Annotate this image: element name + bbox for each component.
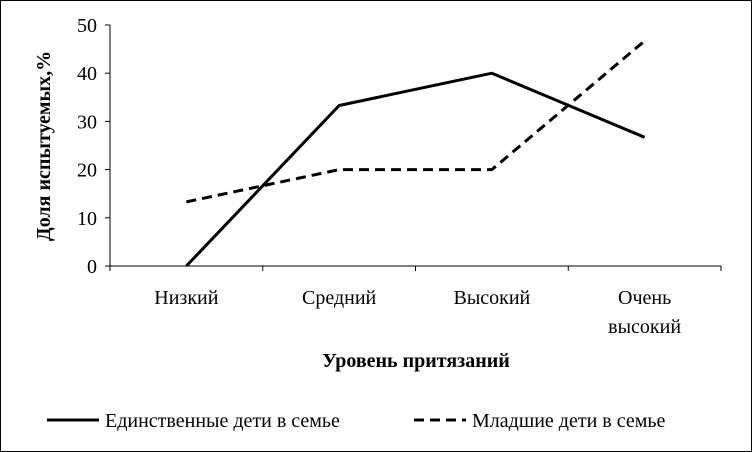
x-tick-label: Низкий (154, 287, 218, 309)
y-tick-label: 20 (77, 160, 97, 182)
y-tick-label: 0 (87, 256, 97, 278)
y-tick-label: 50 (77, 15, 97, 37)
series-line-2 (186, 39, 646, 204)
x-axis-title: Уровень притязаний (322, 350, 510, 372)
y-axis-title: Доля испытуемых,% (33, 51, 55, 241)
y-tick-label: 30 (77, 111, 97, 133)
y-tick-label: 10 (77, 208, 97, 230)
legend: Единственные дети в семье Младшие дети в… (47, 410, 666, 432)
legend-label-series-2: Младшие дети в семье (472, 410, 666, 432)
x-tick-label: Очень высокий (608, 287, 681, 338)
x-tick-label: Средний (302, 287, 377, 309)
series-lines (185, 39, 646, 268)
x-tick-label: Высокий (453, 287, 530, 309)
x-ticks: Низкий Средний Высокий Очень высокий (109, 266, 722, 338)
y-tick-label: 40 (77, 63, 97, 85)
y-ticks: 0 10 20 30 40 50 (77, 15, 110, 278)
legend-label-series-1: Единственные дети в семье (105, 410, 340, 432)
